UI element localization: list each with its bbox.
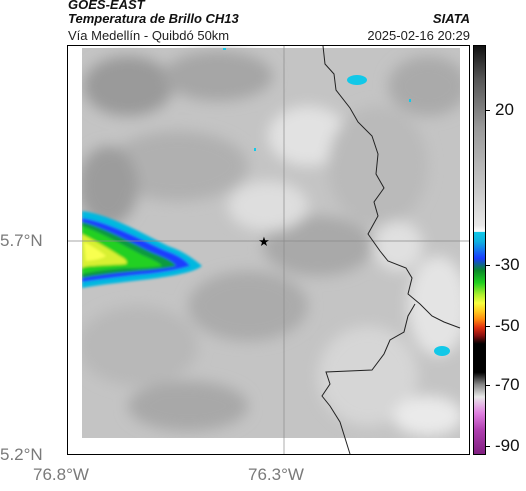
organization-label: SIATA <box>432 11 470 26</box>
colorbar-tick-label: -70 <box>495 375 520 394</box>
colorbar-tick <box>485 265 490 266</box>
cold-cell-north <box>347 75 367 85</box>
cold-cell-east <box>434 346 450 356</box>
colorbar-tick-label: -90 <box>495 436 520 455</box>
colorbar-tick-label: 20 <box>495 100 514 119</box>
lat-tick-label: 5.7°N <box>0 231 43 250</box>
colorbar-tick-label: -30 <box>495 255 520 274</box>
colorbar-tick <box>485 446 490 447</box>
lon-tick-label: 76.8°W <box>33 465 89 484</box>
map-panel[interactable]: ★ <box>67 45 470 455</box>
star-marker: ★ <box>258 235 270 250</box>
colorbar <box>473 45 486 455</box>
map-canvas: ★ <box>68 46 469 454</box>
colorbar-tick-label: -50 <box>495 316 520 335</box>
timestamp-label: 2025-02-16 20:29 <box>367 28 470 43</box>
colorbar-tick <box>485 385 490 386</box>
satellite-title: GOES-EAST <box>68 0 145 12</box>
product-title: Temperatura de Brillo CH13 <box>68 11 239 26</box>
location-subtitle: Vía Medellín - Quibdó 50km <box>68 28 230 43</box>
lon-tick-label: 76.3°W <box>248 465 304 484</box>
colorbar-tick <box>485 110 490 111</box>
colorbar-tick <box>485 326 490 327</box>
cloud-texture <box>78 51 468 436</box>
lat-tick-label: 5.2°N <box>0 445 43 464</box>
convective-cell <box>82 211 202 288</box>
department-border <box>321 46 461 454</box>
